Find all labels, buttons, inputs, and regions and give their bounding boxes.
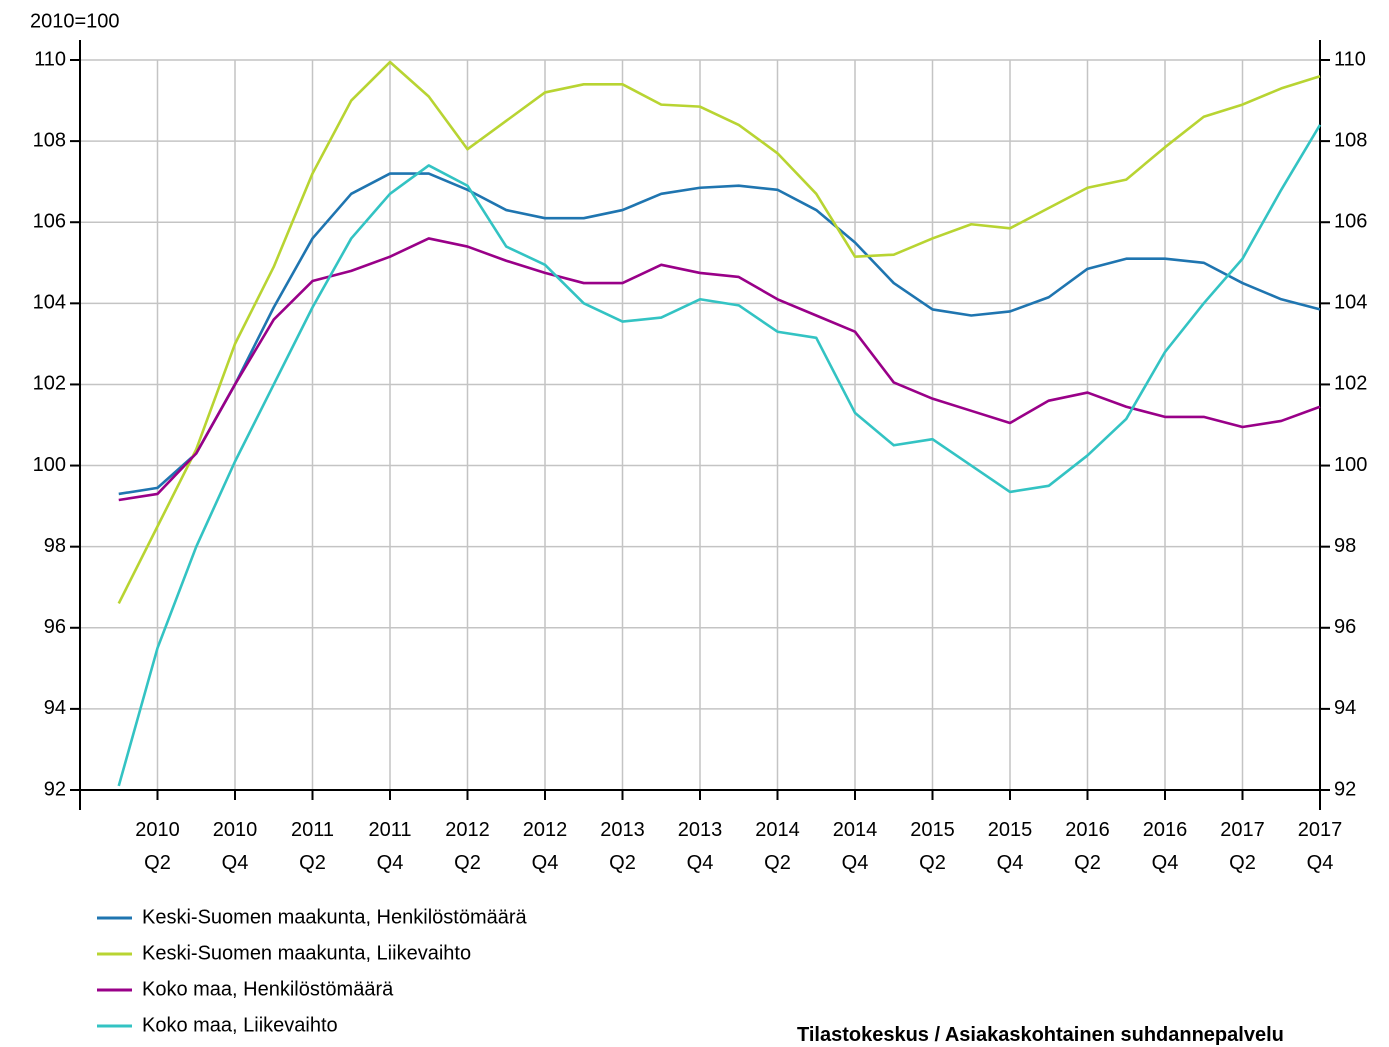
x-tick-label: 2013 Q2: [600, 819, 645, 874]
legend-label: Koko maa, Liikevaihto: [142, 1014, 338, 1036]
series-line: [118, 172, 1321, 496]
y2-tick-label: 102: [1334, 373, 1367, 395]
y2-tick-label: 92: [1334, 778, 1356, 800]
x-tick-label: 2010 Q2: [135, 819, 180, 874]
y-unit-label: 2010=100: [30, 10, 120, 32]
y2-tick-label: 98: [1334, 535, 1356, 557]
x-tick-label: 2015 Q4: [987, 819, 1033, 874]
series-line: [117, 124, 1322, 787]
y2-tick-label: 110: [1334, 48, 1366, 70]
y-tick-label: 102: [33, 373, 66, 395]
source: Tilastokeskus / Asiakaskohtainen suhdann…: [797, 1024, 1284, 1046]
y-tick-label: 98: [44, 535, 66, 557]
y2-tick-label: 100: [1334, 454, 1367, 476]
x-tick-label: 2012 Q2: [445, 819, 490, 874]
legend-label: Keski-Suomen maakunta, Henkilöstömäärä: [142, 906, 528, 928]
x-tick-label: 2015 Q2: [910, 819, 955, 874]
legend-label: Keski-Suomen maakunta, Liikevaihto: [142, 942, 471, 964]
y2-tick-label: 96: [1334, 616, 1356, 638]
y-tick-label: 106: [33, 211, 66, 233]
x-tick-label: 2016 Q2: [1065, 819, 1110, 874]
y-tick-label: 100: [33, 454, 66, 476]
series-line: [118, 237, 1321, 502]
x-tick-label: 2010 Q4: [212, 819, 258, 874]
x-tick-label: 2013 Q4: [677, 819, 723, 874]
y2-tick-label: 108: [1334, 129, 1367, 151]
x-tick-label: 2014 Q4: [832, 819, 878, 874]
y2-tick-label: 106: [1334, 211, 1367, 233]
x-tick-label: 2014 Q2: [755, 819, 800, 874]
x-tick-label: 2011 Q2: [290, 819, 334, 874]
y-tick-label: 104: [33, 292, 66, 314]
x-tick-label: 2017 Q2: [1220, 819, 1265, 874]
x-tick-label: 2016 Q4: [1142, 819, 1188, 874]
series-line: [117, 60, 1321, 605]
y2-tick-label: 94: [1334, 697, 1356, 719]
y-tick-label: 108: [33, 129, 66, 151]
x-tick-label: 2011 Q4: [368, 819, 412, 874]
y2-tick-label: 104: [1334, 292, 1367, 314]
x-tick-label: 2017 Q4: [1297, 819, 1343, 874]
x-tick-label: 2012 Q4: [522, 819, 568, 874]
y-tick-label: 94: [44, 697, 66, 719]
y-tick-label: 96: [44, 616, 66, 638]
y-tick-label: 92: [44, 778, 66, 800]
y-tick-label: 110: [34, 48, 66, 70]
legend-label: Koko maa, Henkilöstömäärä: [142, 978, 394, 1000]
